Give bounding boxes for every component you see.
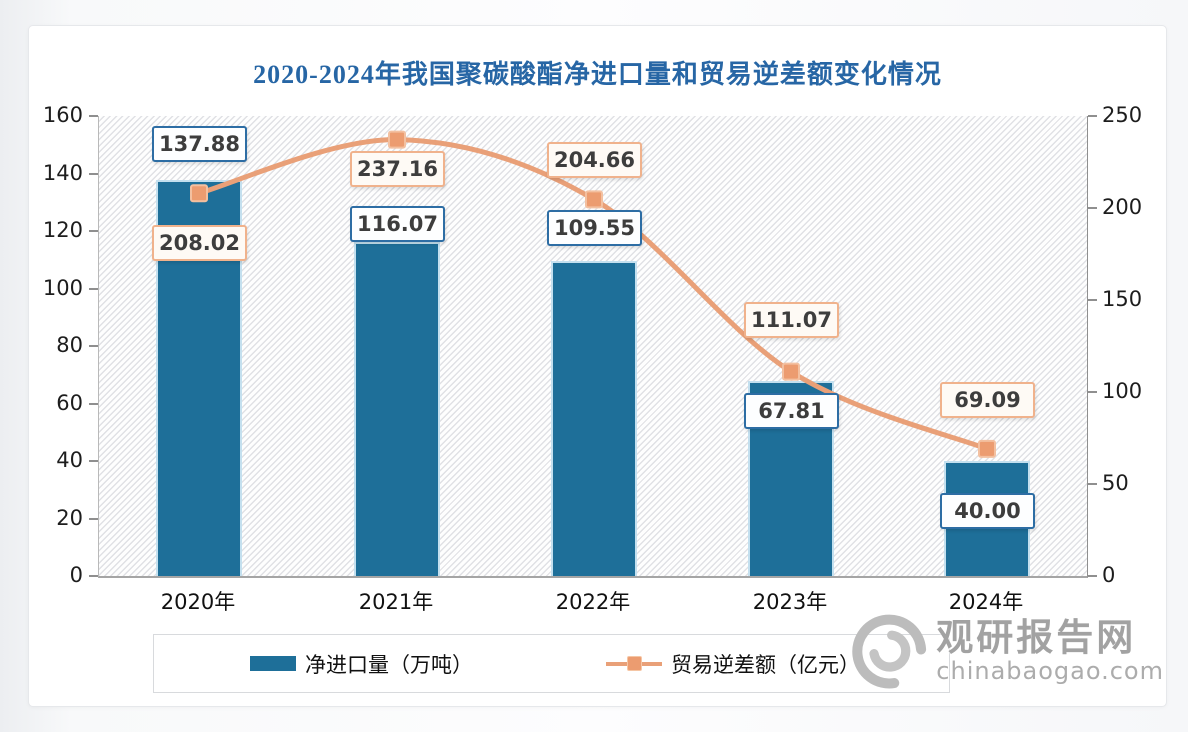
line-value-label: 69.09 [940, 382, 1035, 418]
legend-item-net-imports: 净进口量（万吨） [250, 649, 473, 679]
x-axis-label-2022年: 2022年 [555, 590, 631, 614]
right-axis-tick-label: 250 [1102, 103, 1143, 127]
right-axis-tick-label: 50 [1102, 471, 1129, 495]
data-labels-layer: 137.88 116.07 109.55 67.81 40.00 208.02 237.16… [99, 116, 1087, 576]
left-axis-tick-label: 160 [42, 103, 83, 127]
left-axis-tick [89, 402, 98, 405]
right-axis-tick-label: 0 [1102, 563, 1116, 587]
left-axis-tick [89, 230, 98, 232]
left-axis-tick [89, 460, 98, 462]
chart-card: 2020-2024年我国聚碳酸酯净进口量和贸易逆差额变化情况 137.88 116… [28, 25, 1167, 707]
left-axis-tick-label: 80 [56, 333, 83, 357]
bar-2022年 [551, 261, 637, 576]
right-axis-tick [1088, 391, 1097, 393]
right-axis-tick-label: 150 [1102, 287, 1143, 311]
left-axis-tick [89, 345, 98, 347]
bar-swatch-icon [250, 656, 296, 671]
legend-label-trade-deficit: 贸易逆差额（亿元） [671, 652, 860, 677]
x-axis-label-2023年: 2023年 [752, 590, 828, 614]
line-marker-2021年 [388, 130, 406, 149]
bar-value-label: 109.55 [547, 210, 642, 246]
bar-value-label: 67.81 [744, 393, 839, 429]
line-value-label: 204.66 [547, 142, 642, 178]
line-value-label: 111.07 [744, 302, 839, 338]
plot-area: 137.88 116.07 109.55 67.81 40.00 208.02 237.16… [89, 115, 1097, 578]
bar-value-label: 116.07 [350, 206, 445, 242]
right-axis-tick [1088, 575, 1097, 577]
trade-deficit-line-series [190, 130, 996, 458]
x-axis-label-2024年: 2024年 [948, 590, 1024, 614]
left-axis-tick-label: 40 [56, 448, 83, 472]
line-marker-2024年 [978, 439, 996, 458]
line-marker-2022年 [585, 190, 603, 209]
left-axis-tick [89, 115, 98, 117]
right-axis-tick-label: 200 [1102, 195, 1143, 219]
right-axis-tick [1088, 207, 1097, 209]
x-axis-label-2020年: 2020年 [160, 590, 236, 614]
left-axis-tick-label: 120 [42, 218, 83, 242]
bar-2021年 [354, 242, 440, 576]
right-axis-tick-label: 100 [1102, 379, 1143, 403]
line-value-label: 237.16 [350, 151, 445, 187]
left-axis-tick [89, 287, 98, 290]
line-marker-2020年 [190, 184, 208, 203]
left-axis-tick-label: 100 [42, 275, 83, 300]
watermark-site-url: chinabaogao.com [936, 657, 1164, 686]
right-axis-tick [1088, 299, 1097, 301]
line-value-label: 208.02 [152, 225, 247, 261]
watermark-spiral-logo-icon [852, 614, 927, 689]
legend-label-net-imports: 净进口量（万吨） [305, 652, 473, 677]
left-axis-tick-label: 60 [56, 390, 83, 415]
line-path [196, 137, 990, 452]
left-axis-tick [89, 172, 98, 175]
legend-item-trade-deficit: 贸易逆差额（亿元） [606, 649, 860, 679]
left-axis-tick-label: 20 [56, 505, 83, 530]
x-axis-label-2021年: 2021年 [358, 590, 434, 614]
line-marker-swatch-icon [606, 656, 662, 671]
left-axis-tick [89, 517, 98, 520]
chart-title: 2020-2024年我国聚碳酸酯净进口量和贸易逆差额变化情况 [253, 60, 942, 89]
left-axis-tick-label: 0 [69, 563, 83, 587]
watermark: 观研报告网 chinabaogao.com [848, 610, 1164, 694]
right-axis-tick [1088, 483, 1097, 485]
line-marker-2023年 [782, 362, 800, 381]
left-axis-tick-label: 140 [42, 160, 83, 185]
bar-value-label: 40.00 [940, 493, 1035, 529]
right-axis-tick [1088, 115, 1097, 117]
bar-value-label: 137.88 [152, 126, 247, 162]
left-axis-tick [89, 575, 98, 577]
watermark-site-name: 观研报告网 [936, 616, 1137, 660]
watermark-text: 观研报告网 chinabaogao.com [936, 616, 1164, 686]
legend: 净进口量（万吨） 贸易逆差额（亿元） [153, 634, 950, 693]
